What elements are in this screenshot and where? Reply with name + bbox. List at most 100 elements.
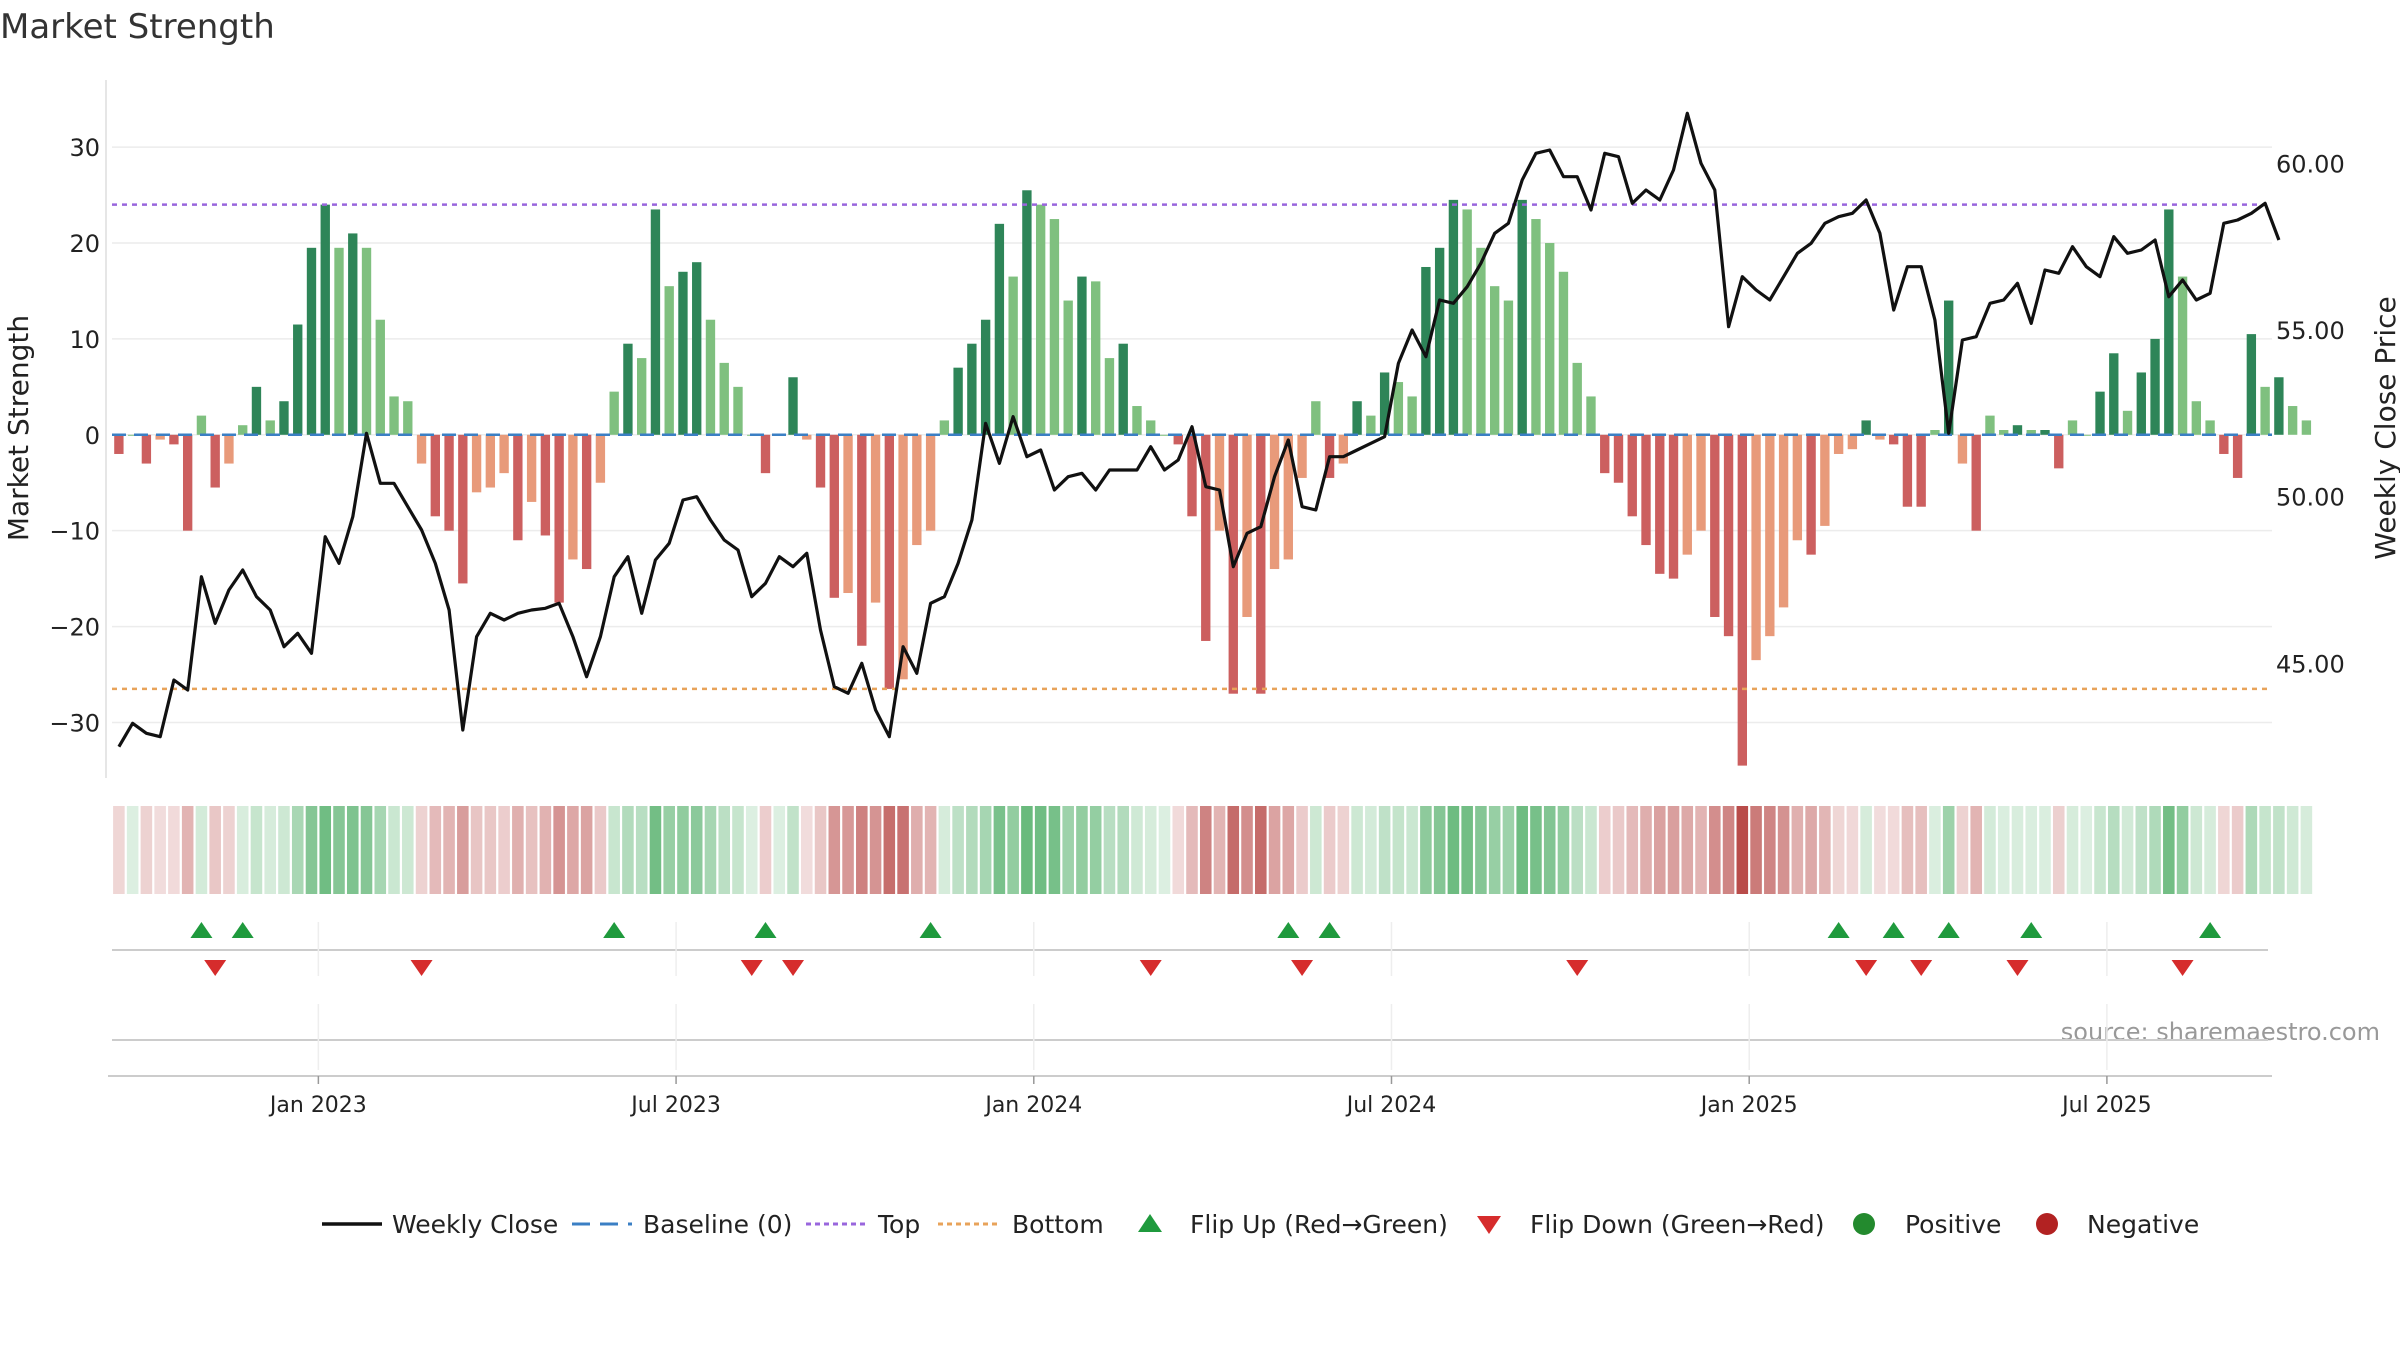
strength-bar bbox=[2081, 434, 2091, 436]
heat-cell bbox=[1365, 806, 1377, 894]
heat-cell bbox=[2218, 806, 2230, 894]
heat-cell bbox=[759, 806, 772, 894]
left-tick-label-0: 30 bbox=[69, 134, 100, 162]
strength-bar bbox=[1489, 286, 1500, 435]
strength-bar bbox=[1847, 434, 1858, 450]
left-tick-label-2: 10 bbox=[69, 326, 100, 354]
strength-bar bbox=[1930, 430, 1940, 435]
heat-cell bbox=[1915, 806, 1927, 894]
strength-bar bbox=[210, 434, 220, 488]
strength-bar bbox=[2246, 334, 2257, 435]
strength-bar bbox=[1971, 434, 1981, 531]
heat-cell bbox=[1007, 806, 1019, 894]
heat-cell bbox=[2300, 806, 2313, 894]
strength-bar bbox=[939, 420, 950, 435]
heat-cell bbox=[1433, 806, 1446, 894]
strength-bar bbox=[458, 434, 468, 584]
strength-bars bbox=[114, 190, 2312, 766]
strength-bar bbox=[1723, 434, 1734, 637]
strength-bar bbox=[2274, 377, 2284, 435]
strength-bar bbox=[2067, 420, 2078, 435]
heat-cell bbox=[649, 806, 662, 894]
strength-bar bbox=[334, 247, 344, 435]
strength-bar bbox=[182, 434, 193, 531]
heat-cell bbox=[2094, 806, 2106, 894]
heat-cell bbox=[2025, 806, 2038, 894]
strength-bar bbox=[430, 434, 440, 517]
strength-bar bbox=[2177, 276, 2188, 435]
heat-cell bbox=[1392, 806, 1405, 894]
strength-bar bbox=[2109, 353, 2119, 435]
heat-cell bbox=[1942, 806, 1955, 894]
heat-cell bbox=[2108, 806, 2120, 894]
strength-bar bbox=[114, 434, 124, 454]
heat-cell bbox=[842, 806, 854, 894]
heat-cell bbox=[1598, 806, 1611, 894]
strength-bar bbox=[802, 434, 812, 440]
heat-cell bbox=[1172, 806, 1185, 894]
heat-cell bbox=[1832, 806, 1845, 894]
strength-bar bbox=[2122, 410, 2133, 435]
strength-bar bbox=[692, 262, 702, 435]
heat-cell bbox=[1901, 806, 1914, 894]
heat-cell bbox=[305, 806, 318, 894]
heat-cell bbox=[1103, 806, 1116, 894]
strength-bar bbox=[1806, 434, 1816, 555]
left-axis-label: Market Strength bbox=[2, 315, 35, 541]
strength-bar bbox=[2232, 434, 2243, 478]
heat-cell bbox=[498, 806, 510, 894]
heat-cell bbox=[773, 806, 786, 894]
strength-bar bbox=[1242, 434, 1252, 617]
strength-bar bbox=[1875, 434, 1885, 440]
heat-cell bbox=[195, 806, 208, 894]
strength-bar bbox=[1710, 434, 1720, 617]
heat-cell bbox=[1805, 806, 1817, 894]
right-tick-label-0: 60.00 bbox=[2276, 150, 2345, 178]
strength-bar bbox=[967, 343, 977, 435]
flip-down-marker bbox=[1291, 960, 1314, 976]
flip-down-marker bbox=[1566, 960, 1589, 976]
strength-bar bbox=[1600, 434, 1610, 474]
heat-cell bbox=[2011, 806, 2024, 894]
strength-bar bbox=[403, 401, 413, 435]
heat-cell bbox=[1255, 806, 1267, 894]
heat-cell bbox=[2286, 806, 2299, 894]
strength-bar bbox=[2205, 420, 2215, 435]
strength-bar bbox=[719, 362, 729, 435]
heat-cell bbox=[883, 806, 896, 894]
source-text: source: sharemaestro.com bbox=[2061, 1018, 2380, 1046]
strength-bar bbox=[581, 434, 592, 570]
heat-cell bbox=[1186, 806, 1198, 894]
strength-bar bbox=[1118, 343, 1128, 435]
strength-bar bbox=[650, 209, 661, 435]
heat-cell bbox=[800, 806, 813, 894]
strength-bar bbox=[471, 434, 482, 493]
heat-cell bbox=[113, 806, 125, 894]
strength-bar bbox=[320, 204, 330, 435]
strength-bar bbox=[925, 434, 936, 531]
strength-bar bbox=[1283, 434, 1293, 560]
strength-bar bbox=[1132, 406, 1142, 435]
strength-bar bbox=[1627, 434, 1637, 517]
flip-up-marker bbox=[754, 922, 777, 938]
x-tick-labels: Jan 2023 Jul 2023 Jan 2024 Jul 2024 Jan 2025… bbox=[268, 1076, 2152, 1118]
strength-bar bbox=[238, 425, 248, 435]
strength-bar bbox=[526, 434, 537, 502]
strength-bar bbox=[568, 434, 578, 560]
heat-cell bbox=[470, 806, 483, 894]
strength-bar bbox=[1201, 434, 1211, 641]
strength-bar bbox=[843, 434, 853, 594]
flip-up-marker bbox=[2020, 922, 2043, 938]
left-tick-label-6: −30 bbox=[49, 709, 100, 737]
heat-cell bbox=[2259, 806, 2271, 894]
strength-bar bbox=[1655, 434, 1665, 574]
flip-up-marker bbox=[190, 922, 213, 938]
flip-down-marker bbox=[1910, 960, 1933, 976]
strength-bar bbox=[499, 434, 509, 474]
heat-cell bbox=[1199, 806, 1212, 894]
heat-cell bbox=[360, 806, 373, 894]
strength-bar bbox=[1104, 358, 1115, 435]
heat-cell bbox=[319, 806, 332, 894]
strength-bar bbox=[1022, 190, 1032, 435]
strength-bar bbox=[829, 434, 839, 598]
